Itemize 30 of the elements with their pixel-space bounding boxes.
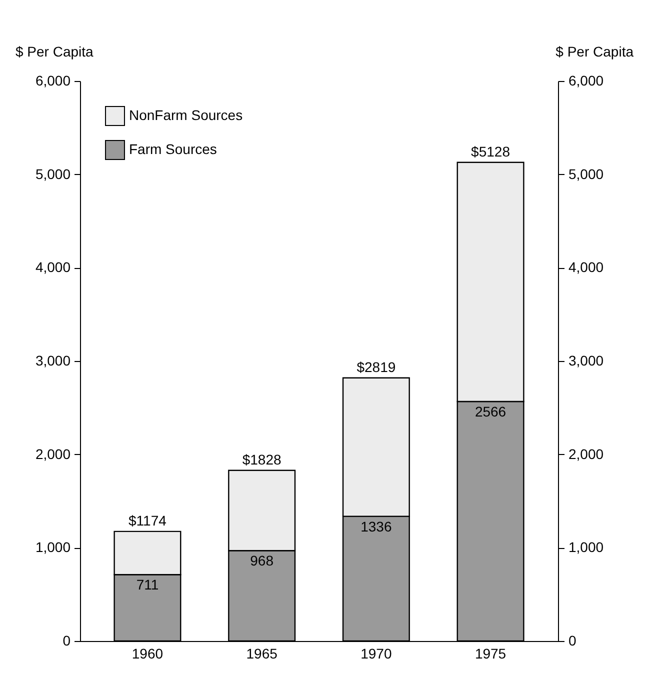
x-tick-label: 1960 — [132, 646, 164, 662]
y2-tick-label: 3,000 — [568, 352, 604, 368]
y2-tick-label: 0 — [568, 632, 576, 648]
y2-axis-title: $ Per Capita — [556, 44, 634, 60]
data-label: 1336 — [360, 518, 392, 534]
legend-label: Farm Sources — [129, 141, 217, 157]
y-tick-label: 1,000 — [35, 539, 71, 556]
y-axis-title: $ Per Capita — [16, 44, 94, 60]
total-label: $1174 — [128, 512, 167, 528]
y-tick-label: 2,000 — [35, 446, 71, 462]
x-tick-label: 1975 — [474, 646, 506, 662]
y2-tick-label: 4,000 — [568, 259, 604, 276]
total-label: $1828 — [242, 451, 282, 468]
data-label: 968 — [250, 552, 274, 569]
data-label: 711 — [136, 576, 159, 593]
y2-tick-label: 5,000 — [568, 166, 604, 182]
y-tick-label: 6,000 — [35, 72, 71, 88]
y-tick-label: 4,000 — [35, 259, 71, 276]
data-label: 2566 — [474, 404, 506, 420]
y2-tick-label: 1,000 — [568, 539, 604, 556]
x-tick-label: 1965 — [246, 646, 278, 662]
legend-label: NonFarm Sources — [129, 107, 243, 123]
total-label: $2819 — [356, 358, 396, 375]
y-tick-label: 3,000 — [35, 352, 71, 368]
y-tick-label: 5,000 — [35, 166, 71, 182]
y2-tick-label: 6,000 — [568, 72, 604, 88]
x-tick-label: 1970 — [360, 646, 392, 662]
y-tick-label: 0 — [62, 632, 71, 648]
total-label: $5128 — [471, 143, 510, 160]
y2-tick-label: 2,000 — [568, 446, 604, 462]
